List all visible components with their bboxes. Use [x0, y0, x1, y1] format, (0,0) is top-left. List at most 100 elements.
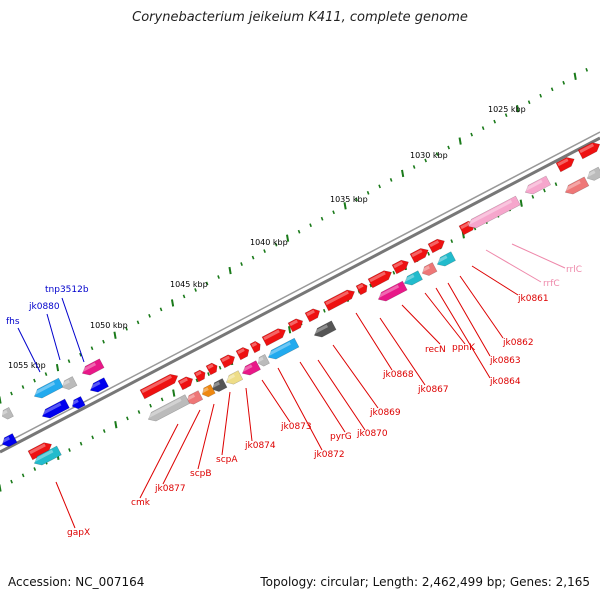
- gene-label: tnp3512b: [45, 285, 89, 295]
- gene-arrow: [139, 373, 179, 400]
- gene-arrow: [409, 248, 429, 264]
- ruler-tick: [194, 288, 197, 292]
- ruler-tick: [470, 132, 474, 137]
- gene-arrow: [219, 354, 236, 369]
- leader-line: [17, 327, 41, 373]
- ruler-tick: [412, 165, 416, 169]
- leader-line: [379, 317, 426, 386]
- gene-label: jk0877: [154, 484, 186, 494]
- ruler-tick: [531, 194, 535, 199]
- ruler-tick: [481, 126, 485, 131]
- map-title: Corynebacterium jeikeium K411, complete …: [132, 10, 468, 25]
- gene-arrow: [304, 308, 321, 323]
- ruler-tick: [585, 67, 589, 72]
- leader-line: [317, 359, 366, 431]
- ruler-tick: [21, 385, 25, 389]
- ruler-tick: [218, 365, 222, 370]
- gene-labels-red: jk0861 jk0862 jk0863 jk0864 ppnK recN jk…: [67, 294, 549, 538]
- gene-arrow: [436, 251, 456, 267]
- leader-line: [471, 265, 519, 296]
- ruler-tick: [389, 178, 393, 182]
- gene-label: scpA: [216, 455, 238, 465]
- ruler-tick: [148, 313, 151, 318]
- ruler-tick: [263, 249, 266, 253]
- gene-arrow: [313, 320, 337, 338]
- gene-label: gapX: [67, 528, 90, 538]
- gene-arrow: [249, 341, 261, 354]
- ruler-tick: [195, 378, 199, 383]
- ruler-tick: [539, 93, 543, 98]
- gene-arrow: [467, 195, 521, 229]
- gene-arrow: [564, 176, 590, 195]
- ruler-tick: [392, 270, 396, 275]
- ruler-tick: [251, 255, 255, 260]
- leader-line: [401, 304, 441, 345]
- gene-label: cmk: [131, 498, 151, 508]
- leader-line: [485, 249, 542, 283]
- ruler-tick: [114, 421, 118, 429]
- ruler-tick: [355, 197, 358, 202]
- ruler-tick: [0, 396, 2, 404]
- gene-label: jk0862: [502, 338, 534, 348]
- ruler-tick: [90, 346, 94, 351]
- gene-arrow: [201, 384, 216, 398]
- ruler-tick: [137, 410, 141, 414]
- gene-arrow: [33, 377, 64, 399]
- ruler-tick: [562, 80, 566, 85]
- gene-label: recN: [425, 345, 446, 355]
- gene-features: [1, 142, 600, 466]
- ruler-tick: [91, 435, 95, 440]
- gene-label: rrlC: [566, 265, 582, 275]
- gene-arrow: [367, 270, 392, 289]
- leader-line: [447, 282, 491, 357]
- ruler-tick: [427, 251, 430, 256]
- ruler-label: 1045 kbp: [170, 280, 208, 289]
- gene-arrow: [586, 166, 600, 181]
- ruler-tick: [149, 403, 152, 408]
- gene-arrow: [205, 362, 218, 376]
- ruler-tick: [55, 363, 60, 372]
- ruler-tick: [102, 429, 106, 433]
- ruler-tick: [126, 416, 129, 421]
- gene-labels-pink: rrlC rrfC: [543, 265, 582, 289]
- gene-arrow: [577, 142, 600, 160]
- gene-arrow: [355, 282, 368, 296]
- ruler-label: 1050 kbp: [90, 321, 128, 330]
- gene-arrow: [267, 337, 300, 360]
- ruler-tick: [102, 339, 105, 344]
- ruler-tick: [68, 448, 71, 452]
- ruler-tick: [160, 397, 164, 402]
- ruler-tick: [159, 307, 163, 312]
- gene-arrow: [421, 262, 438, 276]
- ruler-tick: [125, 326, 128, 331]
- ruler-tick: [286, 234, 290, 242]
- leader-line: [511, 243, 566, 269]
- gene-label: pyrG: [330, 432, 352, 442]
- gene-label: jk0861: [517, 294, 549, 304]
- ruler-tick: [10, 391, 13, 396]
- gene-label: jk0880: [28, 302, 60, 312]
- gene-label: jk0873: [280, 422, 312, 432]
- ruler-tick: [288, 326, 292, 334]
- ruler-label: 1055 kbp: [8, 361, 46, 370]
- ruler-tick: [527, 100, 531, 105]
- ruler-tick: [21, 473, 25, 478]
- ruler-tick: [493, 119, 497, 124]
- gene-arrow: [71, 396, 86, 410]
- gene-arrow: [287, 318, 304, 333]
- gene-arrow: [1, 407, 14, 420]
- leader-line: [299, 361, 346, 433]
- gene-label: jk0868: [382, 370, 414, 380]
- gene-label: ppnK: [452, 343, 476, 353]
- ruler-tick: [309, 223, 312, 228]
- gene-arrow: [427, 238, 445, 254]
- leader-line: [55, 481, 76, 529]
- gene-arrow: [61, 376, 78, 390]
- gene-label: rrfC: [543, 279, 560, 289]
- gene-labels-blue: tnp3512b jk0880 fhs: [6, 285, 89, 327]
- ruler-tick: [516, 105, 520, 113]
- gene-arrow: [147, 394, 190, 422]
- leader-line: [139, 423, 179, 499]
- ruler-tick: [322, 308, 326, 313]
